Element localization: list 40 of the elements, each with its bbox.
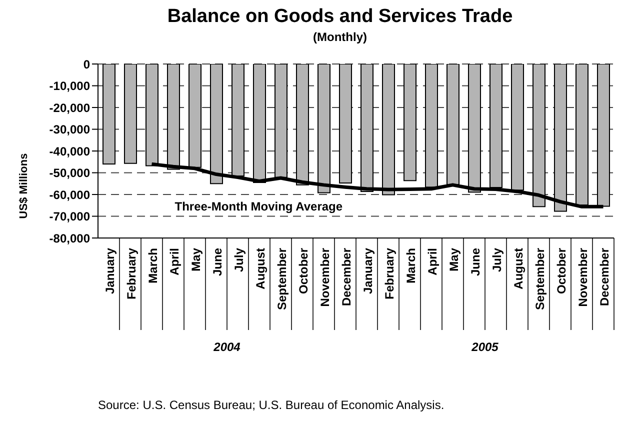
x-tick-label: January	[102, 248, 117, 294]
series-label: Three-Month Moving Average	[174, 199, 343, 214]
y-tick-label: -50,000	[49, 166, 90, 180]
x-tick-label: November	[318, 248, 332, 307]
y-tick-label: -10,000	[49, 79, 90, 94]
x-tick-label: September	[274, 248, 289, 310]
x-tick-label: September	[532, 248, 547, 310]
y-tick-label: -60,000	[49, 188, 90, 202]
x-tick-label: February	[382, 248, 396, 300]
y-tick-label: -30,000	[49, 122, 90, 137]
x-tick-label: November	[576, 248, 590, 307]
x-tick-label: August	[253, 248, 268, 290]
x-tick-label: April	[425, 248, 440, 276]
x-tick-label: February	[124, 248, 138, 300]
x-tick-label: March	[146, 248, 160, 284]
text: 2005	[470, 340, 500, 354]
y-tick-label: -40,000	[49, 144, 90, 158]
x-tick-label: October	[296, 248, 310, 294]
y-tick-label: -20,000	[49, 100, 90, 115]
chart-title: Balance on Goods and Services Trade	[166, 6, 514, 28]
x-tick-label: October	[554, 248, 568, 294]
x-tick-label: April	[167, 248, 182, 276]
chart-subtitle: (Monthly)	[312, 30, 368, 44]
x-tick-label: June	[468, 248, 482, 276]
x-tick-label: December	[597, 248, 612, 306]
x-tick-label: January	[360, 248, 375, 294]
y-axis-title: US$ Millions	[18, 153, 30, 219]
x-tick-label: May	[446, 248, 461, 272]
x-tick-label: July	[232, 248, 246, 272]
y-tick-label: 0	[83, 57, 90, 72]
x-tick-label: July	[490, 248, 504, 272]
y-tick-label: -80,000	[49, 231, 90, 246]
x-tick-label: December	[339, 248, 354, 306]
x-tick-label: June	[210, 248, 224, 276]
x-tick-label: August	[511, 248, 526, 290]
y-tick-label: -70,000	[49, 210, 90, 224]
text: 2004	[212, 340, 242, 354]
x-tick-label: May	[188, 248, 203, 272]
x-tick-label: March	[404, 248, 418, 284]
source-note: Source: U.S. Census Bureau; U.S. Bureau of Economic Analysis.	[98, 398, 444, 412]
